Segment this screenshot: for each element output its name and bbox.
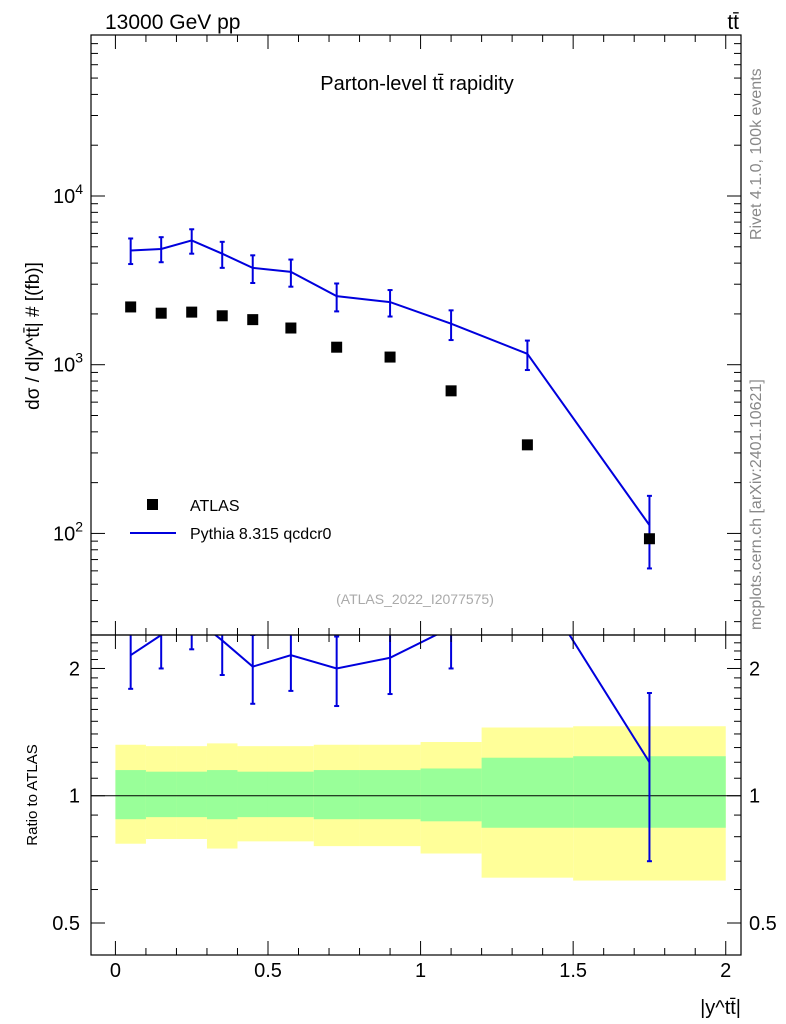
- uncertainty-band-inner: [176, 771, 207, 818]
- uncertainty-band-inner: [115, 770, 146, 820]
- pythia-line: [130, 239, 651, 526]
- legend-atlas-marker: [147, 499, 158, 510]
- uncertainty-band-inner: [145, 771, 177, 818]
- ratio-axis-ticks: 0.5 0.5 1 1 2 2 0 0.5 1 1.5 2: [52, 634, 777, 982]
- atlas-data-point: [125, 301, 137, 313]
- uncertainty-band-inner: [206, 770, 238, 820]
- ratio-panel: 0.5 0.5 1 1 2 2 0 0.5 1 1.5 2 Ratio to ATLAS |y^tt…: [24, 634, 777, 1019]
- atlas-data-point: [216, 310, 228, 322]
- analysis-id-label: (ATLAS_2022_I2077575): [336, 591, 494, 607]
- energy-label: 13000 GeV pp: [105, 11, 240, 34]
- atlas-data-point: [247, 314, 259, 326]
- y-tick-label: 102: [53, 518, 83, 545]
- x-tick-label: 1.5: [559, 960, 587, 982]
- ratio-plot-marks: [91, 635, 741, 881]
- legend: ATLAS Pythia 8.315 qcdcr0: [130, 498, 332, 543]
- atlas-data-point: [155, 307, 167, 319]
- atlas-data-point: [521, 439, 533, 451]
- legend-atlas-label: ATLAS: [190, 498, 240, 515]
- atlas-data-point: [384, 351, 396, 363]
- ratio-y-axis-label: Ratio to ATLAS: [24, 744, 41, 845]
- main-frame: [90, 34, 742, 636]
- rivet-version-label: Rivet 4.1.0, 100k events: [748, 68, 765, 240]
- process-label: tt̄: [727, 11, 739, 34]
- ratio-y-tick-label-right: 2: [749, 658, 760, 680]
- atlas-data-point: [331, 341, 343, 353]
- mcplots-label: mcplots.cern.ch [arXiv:2401.10621]: [748, 379, 765, 630]
- ratio-frame: [90, 634, 742, 956]
- uncertainty-band-inner: [313, 770, 360, 820]
- uncertainty-band-inner: [237, 771, 268, 818]
- x-tick-label: 1: [415, 960, 426, 982]
- x-tick-label: 0.5: [254, 960, 282, 982]
- atlas-data-point: [285, 322, 297, 334]
- y-tick-label: 103: [53, 350, 83, 377]
- x-axis-label: |y^tt̄|: [700, 997, 741, 1019]
- atlas-data-point: [186, 306, 198, 318]
- ratio-y-tick-label-right: 0.5: [749, 913, 777, 935]
- uncertainty-band-inner: [359, 770, 421, 820]
- ratio-y-tick-label: 1: [69, 786, 80, 808]
- legend-pythia-label: Pythia 8.315 qcdcr0: [190, 526, 332, 543]
- uncertainty-band-inner: [267, 771, 314, 818]
- x-tick-label: 2: [720, 960, 731, 982]
- ratio-y-tick-label: 2: [69, 658, 80, 680]
- y-axis-label: dσ / d|y^tt̄| # [(fb)]: [23, 262, 44, 410]
- ratio-y-tick-label: 0.5: [52, 913, 80, 935]
- atlas-data-point: [445, 385, 457, 397]
- main-axis-ticks: 102 103 104: [53, 34, 741, 635]
- main-panel: 102 103 104 Parton-level tt̄ rapidity (ATL…: [23, 34, 742, 636]
- atlas-data-point: [643, 533, 655, 545]
- y-tick-label: 104: [53, 181, 83, 208]
- main-plot-marks: [125, 228, 655, 570]
- plot-title: Parton-level tt̄ rapidity: [320, 73, 513, 95]
- uncertainty-band-inner: [420, 768, 482, 822]
- ratio-y-tick-label-right: 1: [749, 786, 760, 808]
- x-tick-label: 0: [110, 960, 121, 982]
- uncertainty-band-inner: [481, 757, 574, 828]
